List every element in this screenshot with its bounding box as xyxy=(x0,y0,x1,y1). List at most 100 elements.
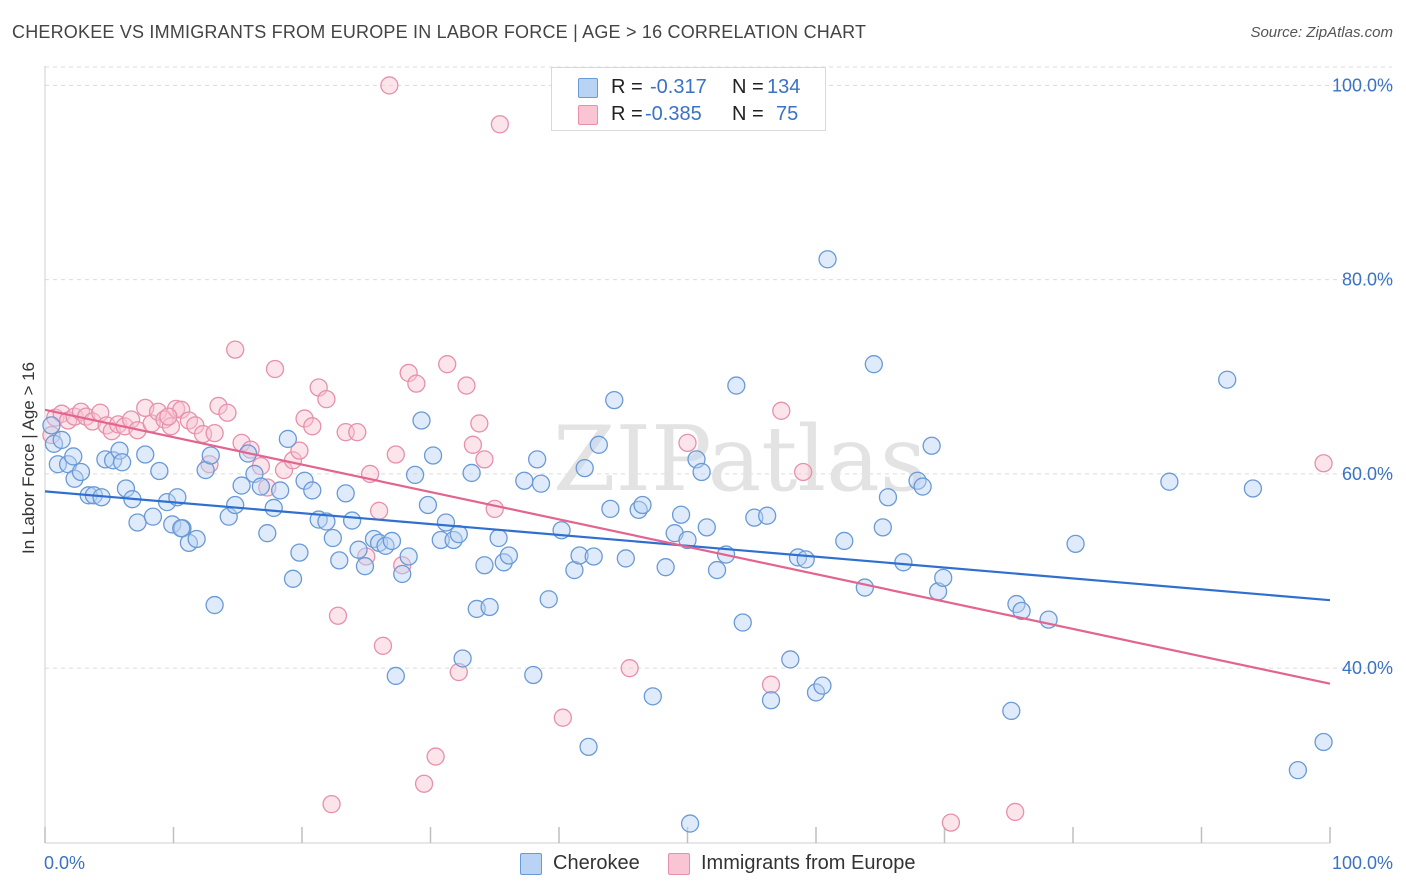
data-point xyxy=(457,376,476,395)
y-tick-labels: 40.0% 60.0% 80.0% 100.0% xyxy=(1332,75,1393,678)
data-point xyxy=(290,441,309,460)
series-cherokee xyxy=(42,250,1333,833)
data-point xyxy=(499,546,519,565)
data-point xyxy=(1012,601,1031,621)
data-point xyxy=(328,606,348,625)
data-point xyxy=(330,551,349,570)
data-point xyxy=(656,558,675,577)
data-point xyxy=(761,691,781,710)
x-tick-label: 100.0% xyxy=(1332,853,1393,873)
data-point xyxy=(1314,732,1333,752)
data-point xyxy=(449,662,468,682)
trend-lines xyxy=(44,408,1331,685)
data-point xyxy=(218,403,237,422)
data-point xyxy=(707,560,727,580)
data-point xyxy=(908,471,927,490)
data-point xyxy=(680,814,700,833)
data-point xyxy=(480,597,499,617)
data-point xyxy=(399,547,418,566)
data-point xyxy=(205,423,224,443)
data-point xyxy=(633,495,652,515)
data-point xyxy=(894,553,913,572)
data-point xyxy=(489,528,508,548)
data-point xyxy=(386,445,405,464)
data-point xyxy=(258,524,277,543)
data-point xyxy=(110,441,129,460)
data-point xyxy=(553,708,573,727)
data-point xyxy=(813,676,832,695)
data-point xyxy=(475,450,494,469)
data-point xyxy=(342,511,362,530)
data-point xyxy=(412,411,431,430)
data-point xyxy=(393,564,412,584)
data-point xyxy=(1218,370,1237,389)
data-point xyxy=(226,495,245,515)
legend-label-europe: Immigrants from Europe xyxy=(701,852,916,874)
data-point xyxy=(524,665,543,685)
data-point xyxy=(303,417,322,436)
data-point xyxy=(136,445,155,464)
trend-line-europe xyxy=(44,408,1331,685)
legend-n-label: N = xyxy=(732,103,764,125)
data-point xyxy=(444,530,463,550)
data-point xyxy=(251,477,271,496)
data-point xyxy=(48,455,67,474)
data-point xyxy=(601,499,620,519)
data-point xyxy=(278,429,298,449)
data-point xyxy=(678,433,697,452)
data-point xyxy=(878,488,898,507)
data-point xyxy=(453,649,472,668)
data-point xyxy=(490,115,510,134)
data-point xyxy=(616,549,635,568)
data-point xyxy=(934,568,953,587)
data-point xyxy=(864,355,883,374)
data-point xyxy=(323,528,342,548)
data-point xyxy=(283,569,303,588)
data-point xyxy=(64,447,83,466)
europe-swatch xyxy=(668,853,690,875)
data-point xyxy=(913,477,932,496)
data-point xyxy=(295,471,314,490)
data-point xyxy=(781,650,800,669)
data-point xyxy=(570,546,589,565)
data-point xyxy=(159,407,178,426)
data-point xyxy=(271,481,290,500)
data-point xyxy=(407,374,426,393)
data-point xyxy=(772,401,791,420)
data-point xyxy=(1288,761,1308,780)
data-point xyxy=(65,469,84,488)
chart-title: CHEROKEE VS IMMIGRANTS FROM EUROPE IN LA… xyxy=(12,22,867,42)
legend-n-value: 75 xyxy=(776,103,799,125)
data-point xyxy=(317,512,336,531)
data-point xyxy=(172,519,191,538)
legend-n-label: N = xyxy=(732,76,764,98)
data-point xyxy=(794,462,813,482)
data-point xyxy=(605,390,624,410)
data-point xyxy=(806,683,826,702)
data-point xyxy=(201,446,220,465)
data-point xyxy=(449,524,468,544)
legend-r-label: R = xyxy=(611,76,643,98)
data-point xyxy=(462,463,481,483)
y-axis-title: In Labor Force | Age > 16 xyxy=(19,362,38,554)
data-point xyxy=(71,462,91,482)
axes xyxy=(44,66,1331,844)
y-tick-label: 60.0% xyxy=(1342,464,1393,484)
data-point xyxy=(295,409,314,428)
watermark: ZIPatlas xyxy=(553,407,926,512)
data-point xyxy=(678,530,697,550)
data-point xyxy=(796,550,815,569)
data-point xyxy=(575,458,594,478)
data-point xyxy=(818,250,837,269)
legend-n-value: 134 xyxy=(767,76,801,98)
data-point xyxy=(290,543,309,562)
data-point xyxy=(539,590,558,609)
data-point xyxy=(418,495,438,515)
data-point xyxy=(589,435,608,454)
data-point xyxy=(620,659,639,678)
data-point xyxy=(579,737,598,756)
data-point xyxy=(42,416,61,435)
data-point xyxy=(1002,701,1021,721)
data-point xyxy=(485,499,504,519)
data-point xyxy=(643,687,662,706)
